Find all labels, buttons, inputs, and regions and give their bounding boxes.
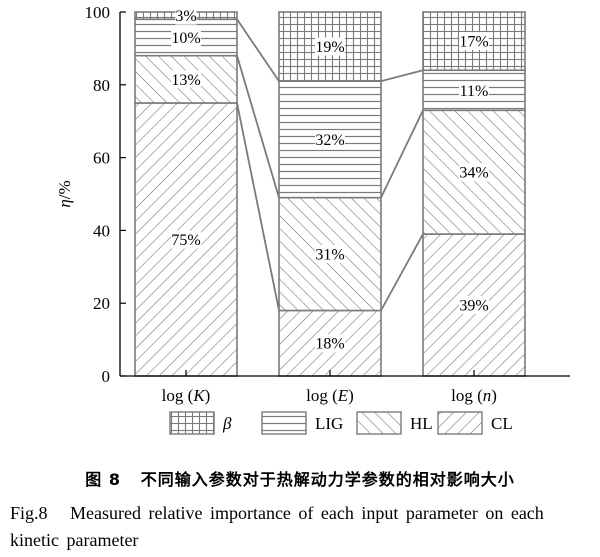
- data-label-β-2: 17%: [459, 34, 488, 51]
- axes-group: 0 20 40 60 80 100 log (K) log (E) log (n) η/%: [55, 3, 570, 405]
- legend-swatch-cl: [437, 411, 483, 435]
- legend-label-hl: HL: [410, 414, 433, 433]
- data-label-cl-2: 39%: [459, 298, 488, 315]
- x-tick-label-2: log (n): [451, 386, 497, 405]
- legend-label-cl: CL: [491, 414, 513, 433]
- legend-label-lig: LIG: [315, 414, 343, 433]
- figure-number-cn: 图 8: [85, 470, 121, 489]
- legend-swatch-hl: [356, 411, 402, 435]
- y-axis-title: η/%: [55, 180, 74, 207]
- data-label-lig-0: 10%: [171, 30, 200, 47]
- data-label-cl-1: 18%: [315, 336, 344, 353]
- connector-line-cl-1: [380, 233, 424, 311]
- legend: β LIG HL CL: [169, 411, 513, 435]
- connector-line-hl-1: [380, 109, 424, 199]
- legend-swatch-β: [169, 411, 215, 435]
- y-tick-label-20: 20: [93, 294, 110, 313]
- figure-caption-cn: 图 8 不同输入参数对于热解动力学参数的相对影响大小: [0, 466, 600, 490]
- y-tick-label-60: 60: [93, 149, 110, 168]
- y-tick-label-100: 100: [85, 3, 111, 22]
- connector-line-hl-0: [236, 55, 280, 198]
- figure-title-cn: 不同输入参数对于热解动力学参数的相对影响大小: [140, 470, 515, 489]
- connector-line-lig-1: [380, 69, 424, 83]
- data-label-cl-0: 75%: [171, 232, 200, 249]
- legend-swatch-lig: [261, 411, 307, 435]
- data-label-β-0: 3%: [175, 8, 196, 25]
- stacked-bar-chart: 75% 18% 39% 13% 31% 34% 10% 32% 11% 3% 19% 17% 0 20 4…: [55, 3, 570, 435]
- bars-group: 75% 18% 39% 13% 31% 34% 10% 32% 11% 3% 19% 17%: [134, 6, 526, 377]
- figure-caption-en: Fig.8 Measured relative importance of ea…: [10, 500, 595, 554]
- y-tick-label-80: 80: [93, 76, 110, 95]
- data-label-lig-1: 32%: [315, 132, 344, 149]
- bar-segment-cl-0: [134, 102, 238, 377]
- data-label-hl-2: 34%: [459, 165, 488, 182]
- y-tick-label-0: 0: [102, 367, 111, 386]
- x-tick-label-1: log (E): [306, 386, 354, 405]
- figure-number-en: Fig.8: [10, 503, 48, 523]
- data-label-lig-2: 11%: [460, 83, 489, 100]
- data-label-hl-1: 31%: [315, 247, 344, 264]
- legend-label-β: β: [222, 414, 232, 433]
- y-tick-label-40: 40: [93, 221, 110, 240]
- data-label-hl-0: 13%: [171, 72, 200, 89]
- segment-connectors: [236, 18, 424, 311]
- data-label-β-1: 19%: [315, 39, 344, 56]
- connector-line-lig-0: [236, 18, 280, 82]
- connector-line-cl-0: [236, 102, 280, 311]
- figure-title-en: Measured relative importance of each inp…: [10, 503, 544, 550]
- x-tick-label-0: log (K): [162, 386, 211, 405]
